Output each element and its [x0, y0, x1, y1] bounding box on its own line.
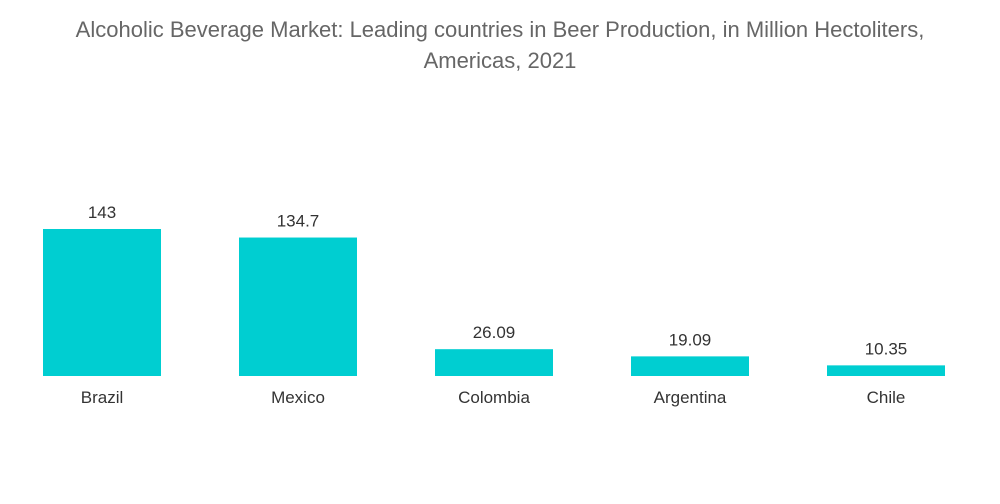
- value-label-argentina: 19.09: [669, 330, 712, 349]
- chart-title-line-2: Americas, 2021: [423, 48, 577, 73]
- category-label-argentina: Argentina: [654, 388, 727, 407]
- bar-brazil: [43, 229, 161, 376]
- chart-title: Alcoholic Beverage Market: Leading count…: [0, 14, 1000, 76]
- chart-title-line-1: Alcoholic Beverage Market: Leading count…: [75, 17, 925, 42]
- value-label-chile: 10.35: [865, 339, 908, 358]
- category-label-colombia: Colombia: [458, 388, 530, 407]
- value-label-brazil: 143: [88, 203, 116, 222]
- bar-colombia: [435, 349, 553, 376]
- value-label-colombia: 26.09: [473, 323, 516, 342]
- bar-mexico: [239, 237, 357, 376]
- category-label-mexico: Mexico: [271, 388, 325, 407]
- category-label-brazil: Brazil: [81, 388, 124, 407]
- bar-argentina: [631, 356, 749, 376]
- value-label-mexico: 134.7: [277, 212, 320, 231]
- category-label-chile: Chile: [867, 388, 906, 407]
- bar-chile: [827, 365, 945, 376]
